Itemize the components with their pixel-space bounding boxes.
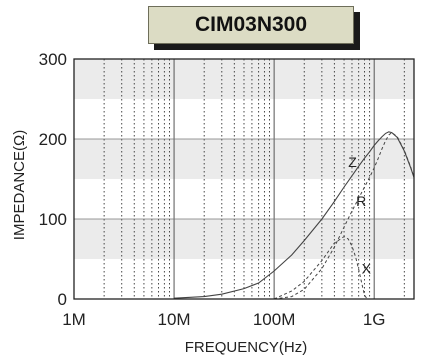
y-tick-label: 0 [58, 290, 67, 309]
plot-frame [73, 58, 415, 300]
chart-title: CIM03N300 [148, 6, 354, 44]
curve-label-z: Z [348, 154, 357, 170]
y-tick-label: 300 [39, 50, 67, 69]
series-z-line [174, 131, 415, 299]
y-tick-label: 200 [39, 130, 67, 149]
x-tick-label: 1G [363, 310, 386, 329]
y-tick-label: 100 [39, 210, 67, 229]
y-axis-label: IMPEDANCE(Ω) [11, 130, 28, 240]
x-axis-label: FREQUENCY(Hz) [185, 339, 308, 356]
series-r-line [274, 131, 415, 300]
series-x-line [273, 236, 368, 300]
x-tick-label: 100M [253, 310, 296, 329]
x-tick-label: 1M [62, 310, 86, 329]
x-tick-label: 10M [158, 310, 191, 329]
curve-label-x: X [362, 260, 372, 276]
curve-label-r: R [356, 193, 366, 209]
